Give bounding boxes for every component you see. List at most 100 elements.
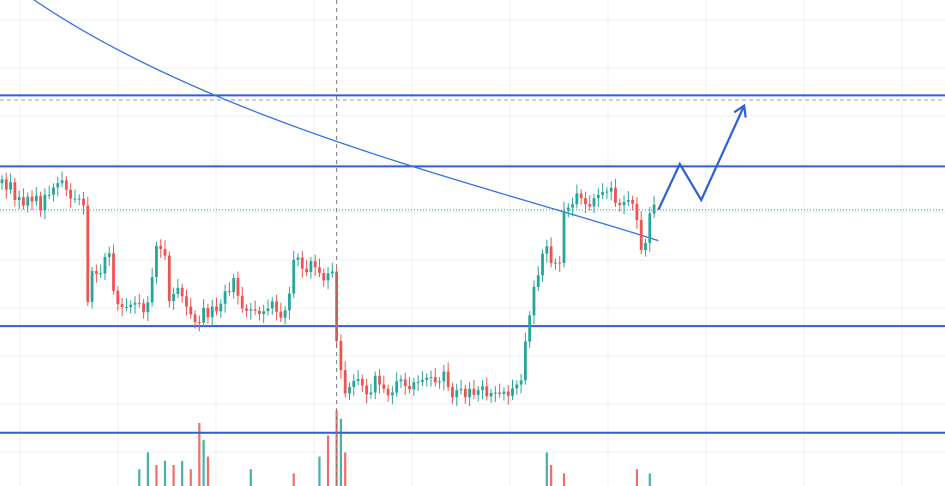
projection-drawing[interactable]: [657, 103, 747, 211]
candle: [652, 195, 656, 218]
volume-bar: [198, 423, 201, 486]
candle-body: [352, 380, 356, 387]
candle: [240, 286, 244, 313]
candle-body: [240, 295, 244, 309]
candle: [631, 195, 635, 211]
moving-average: [33, 0, 659, 242]
candle: [451, 382, 454, 404]
projection-path[interactable]: [657, 105, 746, 211]
candle-body: [150, 277, 154, 303]
candle-body: [288, 293, 291, 311]
candle-body: [382, 384, 386, 389]
candle-body: [133, 302, 137, 305]
candle-body: [588, 204, 592, 207]
candle-body: [618, 202, 622, 206]
candle: [468, 382, 472, 407]
candle-body: [305, 268, 308, 272]
candle: [601, 183, 604, 200]
candle-body: [129, 304, 133, 308]
candle-body: [137, 302, 141, 304]
candle: [365, 378, 369, 404]
candle: [309, 257, 313, 279]
candle: [541, 249, 544, 282]
candle-body: [605, 191, 609, 193]
candle: [485, 377, 489, 401]
candle: [155, 241, 158, 284]
candle-body: [536, 275, 540, 287]
candle-body: [86, 205, 90, 302]
candle: [150, 268, 154, 307]
candle-body: [515, 384, 519, 389]
candle-body: [300, 257, 304, 269]
candle-body: [609, 187, 613, 192]
candle-body: [103, 257, 107, 274]
candle: [554, 258, 557, 270]
horizontal-levels[interactable]: [0, 94, 945, 434]
candle: [22, 188, 25, 210]
candle-body: [185, 296, 188, 307]
candle-body: [408, 385, 411, 390]
candle: [180, 283, 184, 303]
candle: [159, 239, 163, 258]
candle: [223, 284, 227, 313]
candle: [635, 197, 639, 229]
candle: [275, 294, 278, 321]
candle: [77, 194, 81, 206]
candle: [343, 361, 347, 398]
candle-body: [348, 386, 351, 394]
candle: [442, 364, 446, 391]
candle-body: [652, 204, 656, 214]
candle: [622, 195, 626, 215]
candle: [103, 252, 107, 280]
candle-body: [64, 180, 68, 190]
candle-body: [545, 246, 549, 254]
candle: [313, 254, 317, 277]
candle: [296, 253, 300, 267]
candle-body: [511, 388, 514, 396]
candle-body: [163, 249, 167, 256]
candle-body: [313, 261, 317, 268]
candle: [60, 171, 64, 188]
candle: [536, 266, 540, 292]
arrow-head-icon[interactable]: [733, 103, 747, 118]
volume-bar: [545, 452, 548, 486]
candle-body: [459, 388, 463, 391]
volume-bar: [249, 469, 252, 486]
candle-body: [107, 253, 111, 258]
candle-body: [232, 278, 236, 293]
candle: [476, 385, 480, 402]
candle-body: [390, 392, 394, 396]
candle-body: [296, 257, 300, 260]
candle: [360, 374, 364, 393]
candle: [489, 388, 493, 403]
candle: [596, 188, 600, 208]
candle-body: [193, 314, 197, 322]
candle-body: [584, 198, 587, 205]
candle-body: [403, 379, 407, 386]
candle-body: [468, 388, 472, 398]
candle: [172, 287, 175, 310]
candle-body: [592, 198, 596, 207]
volume-bar: [138, 469, 141, 486]
candle-body: [210, 306, 214, 318]
candle-body: [223, 291, 227, 304]
candle: [146, 295, 150, 322]
candle: [644, 238, 647, 257]
candle-body: [339, 341, 343, 371]
candle-body: [52, 187, 55, 195]
candle-body: [412, 382, 416, 390]
candle: [13, 178, 17, 207]
candle: [39, 191, 43, 217]
candle: [197, 315, 201, 332]
volume-bar: [550, 465, 553, 486]
candle-body: [571, 204, 574, 208]
candle-body: [541, 253, 544, 276]
candle: [133, 296, 137, 314]
candle-body: [77, 198, 81, 200]
candle-body: [360, 378, 364, 386]
candle-body: [489, 393, 493, 397]
candle: [292, 250, 296, 298]
